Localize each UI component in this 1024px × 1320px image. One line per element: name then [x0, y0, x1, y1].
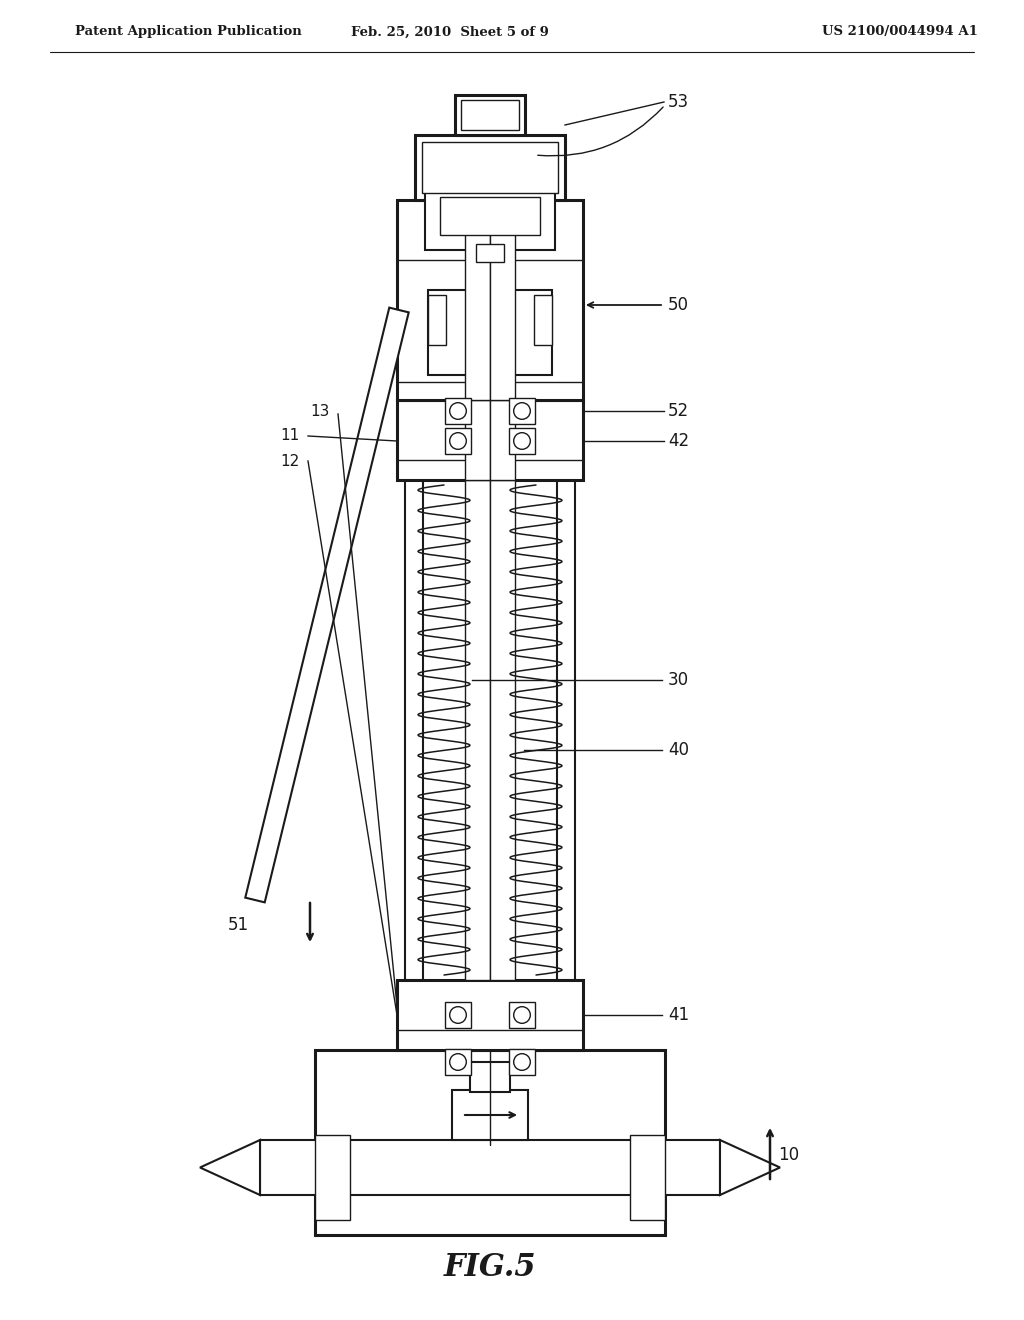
Circle shape — [514, 1053, 530, 1071]
Text: 13: 13 — [310, 404, 330, 420]
Bar — [445, 428, 471, 454]
Text: 10: 10 — [778, 1146, 799, 1164]
Bar — [557, 480, 575, 979]
Polygon shape — [246, 308, 409, 903]
Bar — [534, 294, 552, 345]
Text: 41: 41 — [668, 1006, 689, 1024]
Bar — [397, 201, 583, 400]
Circle shape — [514, 1007, 530, 1023]
Bar — [465, 201, 490, 400]
Bar — [452, 1090, 528, 1140]
Bar — [428, 294, 446, 345]
Bar — [422, 143, 558, 193]
Circle shape — [450, 433, 466, 449]
Bar — [406, 480, 423, 979]
Bar — [445, 1002, 471, 1028]
Bar — [315, 1049, 665, 1236]
Bar — [470, 1063, 510, 1092]
Bar — [509, 1002, 535, 1028]
Circle shape — [514, 403, 530, 420]
Text: 12: 12 — [280, 454, 299, 470]
Bar — [465, 480, 490, 979]
Text: FIG.5: FIG.5 — [443, 1253, 537, 1283]
Bar — [490, 480, 515, 979]
Bar — [509, 428, 535, 454]
Bar — [315, 1135, 350, 1220]
Bar — [509, 399, 535, 424]
Bar — [468, 249, 512, 290]
Circle shape — [450, 403, 466, 420]
Text: 52: 52 — [668, 403, 689, 420]
Bar — [428, 290, 552, 375]
Bar — [461, 100, 519, 129]
Text: 30: 30 — [668, 671, 689, 689]
Text: 11: 11 — [280, 428, 299, 442]
Text: US 2100/0044994 A1: US 2100/0044994 A1 — [822, 25, 978, 38]
Circle shape — [450, 1007, 466, 1023]
Bar — [455, 95, 525, 135]
Bar — [415, 135, 565, 201]
Text: Feb. 25, 2010  Sheet 5 of 9: Feb. 25, 2010 Sheet 5 of 9 — [351, 25, 549, 38]
Polygon shape — [720, 1140, 780, 1195]
Bar — [425, 185, 555, 249]
Text: 51: 51 — [228, 916, 249, 935]
Text: 50: 50 — [668, 296, 689, 314]
Bar — [490, 400, 515, 480]
Bar — [476, 244, 504, 261]
Circle shape — [514, 433, 530, 449]
Bar — [397, 979, 583, 1049]
Bar — [440, 197, 540, 235]
Bar — [465, 400, 490, 480]
Bar — [490, 201, 515, 400]
Text: 42: 42 — [668, 432, 689, 450]
Bar — [509, 1049, 535, 1074]
Bar — [630, 1135, 665, 1220]
Text: 53: 53 — [668, 92, 689, 111]
Circle shape — [450, 1053, 466, 1071]
Bar — [445, 1049, 471, 1074]
Polygon shape — [200, 1140, 260, 1195]
Bar — [445, 399, 471, 424]
Text: 40: 40 — [668, 741, 689, 759]
Text: Patent Application Publication: Patent Application Publication — [75, 25, 302, 38]
Bar — [397, 400, 583, 480]
Bar — [260, 1140, 720, 1195]
